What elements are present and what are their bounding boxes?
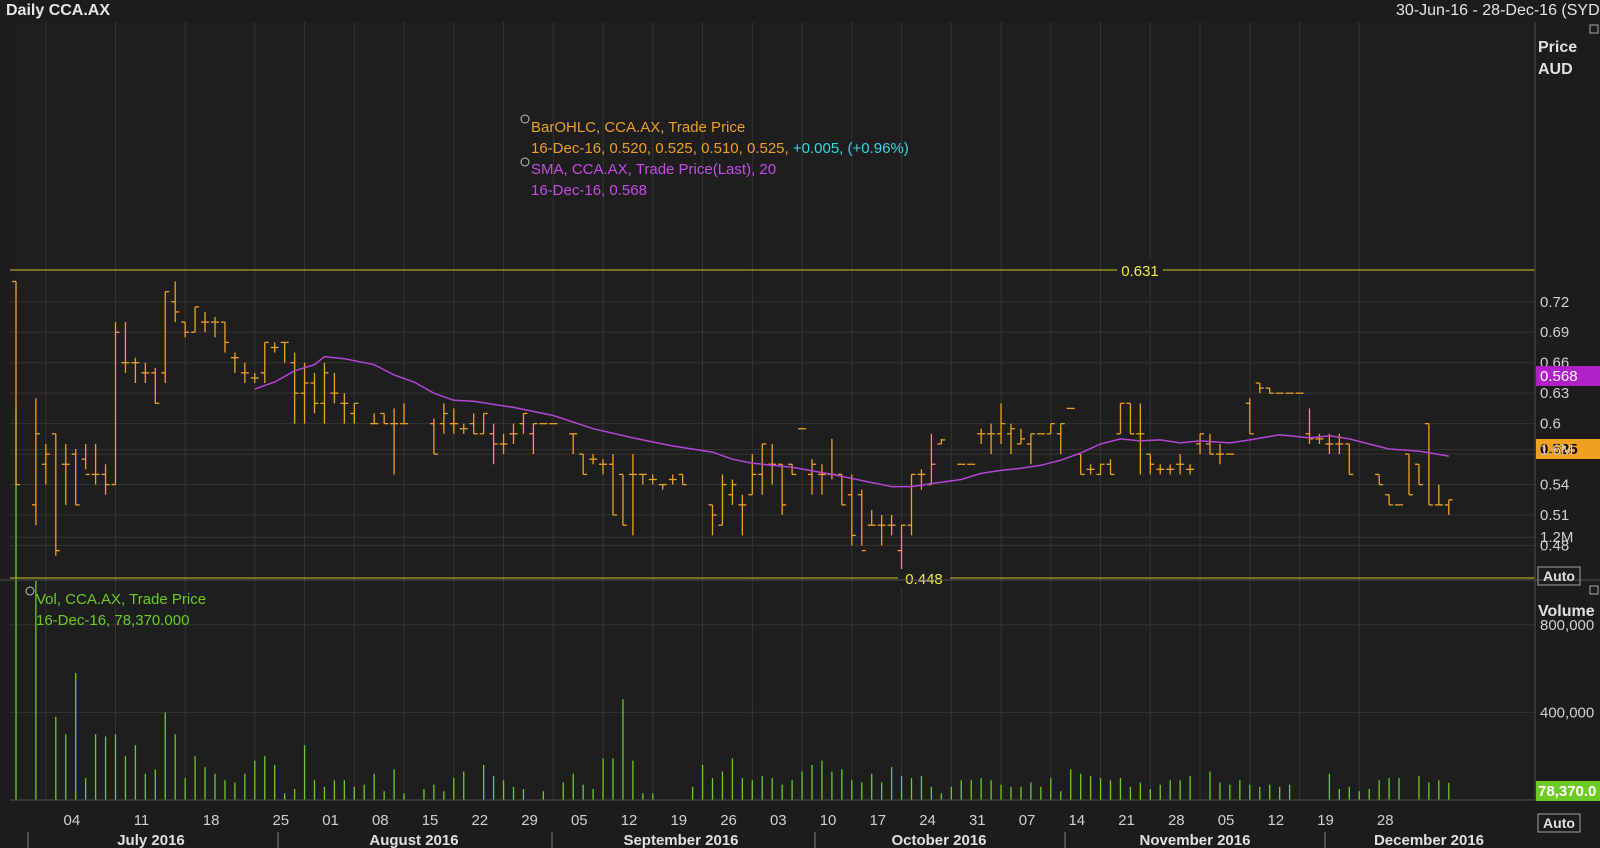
day-tick-label: 26 bbox=[720, 812, 737, 829]
day-tick-label: 28 bbox=[1168, 812, 1185, 829]
date-range: 30-Jun-16 - 28-Dec-16 (SYD bbox=[1396, 2, 1600, 19]
price-tick-label: 0.72 bbox=[1540, 294, 1569, 311]
day-tick-label: 21 bbox=[1118, 812, 1135, 829]
volume-legend-title: Vol, CCA.AX, Trade Price bbox=[36, 591, 207, 608]
day-tick-label: 11 bbox=[134, 812, 150, 829]
price-axis-title: Price bbox=[1538, 39, 1577, 56]
sma-line bbox=[254, 355, 1449, 488]
day-tick-label: 03 bbox=[770, 812, 787, 829]
day-tick-label: 19 bbox=[670, 812, 687, 829]
price-tick-label: 0.69 bbox=[1540, 324, 1569, 341]
price-tick-label: 0.48 bbox=[1540, 538, 1569, 555]
last-volume-label: 78,370.0 bbox=[1538, 783, 1596, 800]
last-volume-tag bbox=[1536, 781, 1600, 801]
high-reference-label: 0.631 bbox=[1121, 263, 1159, 280]
price-tick-label: 0.51 bbox=[1540, 507, 1569, 524]
volume-tick-label: 1.6M bbox=[1540, 442, 1573, 459]
sma-legend-title: SMA, CCA.AX, Trade Price(Last), 20 bbox=[531, 161, 777, 178]
vol-legend-handle-icon[interactable] bbox=[25, 586, 35, 596]
day-tick-label: 19 bbox=[1317, 812, 1334, 829]
month-label: November 2016 bbox=[1140, 832, 1251, 848]
price-auto-button[interactable] bbox=[1537, 566, 1581, 586]
month-label: September 2016 bbox=[623, 832, 738, 848]
ohlc-bars bbox=[12, 280, 1453, 578]
day-tick-label: 14 bbox=[1068, 812, 1085, 829]
day-tick-label: 12 bbox=[1267, 812, 1284, 829]
price-axis-unit: AUD bbox=[1538, 61, 1573, 78]
price-auto-label[interactable]: Auto bbox=[1543, 568, 1575, 584]
volume-auto-label[interactable]: Auto bbox=[1543, 815, 1575, 831]
month-label: August 2016 bbox=[369, 832, 458, 848]
sma-legend-handle-icon[interactable] bbox=[520, 157, 530, 167]
last-price-label: 0.525 bbox=[1540, 441, 1578, 458]
bar-legend-change: +0.005, (+0.96%) bbox=[792, 140, 909, 157]
volume-panel-toggle-icon[interactable] bbox=[1589, 585, 1599, 595]
month-label: December 2016 bbox=[1374, 832, 1484, 848]
volume-legend[interactable]: Vol, CCA.AX, Trade Price 16-Dec-16, 78,3… bbox=[36, 589, 206, 631]
day-tick-label: 18 bbox=[203, 812, 220, 829]
day-tick-label: 12 bbox=[621, 812, 638, 829]
price-tick-label: 0.54 bbox=[1540, 477, 1569, 494]
chart-title: Daily CCA.AX bbox=[6, 2, 111, 19]
day-tick-label: 15 bbox=[422, 812, 439, 829]
day-tick-label: 01 bbox=[322, 812, 339, 829]
day-tick-label: 05 bbox=[571, 812, 588, 829]
day-tick-label: 31 bbox=[969, 812, 986, 829]
bar-legend-values: 16-Dec-16, 0.520, 0.525, 0.510, 0.525, bbox=[531, 140, 789, 157]
x-axis-day-labels: 04 11 18 25 01 08 15 22 29 05 12 19 26 03 10 17 24 31 07 14… bbox=[64, 812, 1394, 829]
day-tick-label: 29 bbox=[521, 812, 538, 829]
bar-legend-values-row: 16-Dec-16, 0.520, 0.525, 0.510, 0.525, +… bbox=[531, 138, 909, 159]
month-label: July 2016 bbox=[117, 832, 185, 848]
volume-tick-label: 400,000 bbox=[1540, 704, 1594, 721]
day-tick-label: 17 bbox=[869, 812, 886, 829]
price-panel-toggle-icon[interactable] bbox=[1589, 24, 1599, 34]
volume-bars bbox=[15, 405, 1450, 800]
volume-auto-button[interactable] bbox=[1537, 813, 1581, 833]
volume-axis-title: Volume bbox=[1538, 603, 1595, 620]
day-tick-label: 24 bbox=[919, 812, 936, 829]
bar-legend-title: BarOHLC, CCA.AX, Trade Price bbox=[531, 119, 746, 136]
last-price-tag bbox=[1536, 439, 1600, 459]
volume-axis-ticks: 1.6M 1.2M 800,000 400,000 bbox=[1540, 442, 1594, 722]
price-tick-label: 0.63 bbox=[1540, 385, 1569, 402]
month-label: October 2016 bbox=[891, 832, 986, 848]
volume-tick-label: 800,000 bbox=[1540, 617, 1594, 634]
bar-legend[interactable]: BarOHLC, CCA.AX, Trade Price 16-Dec-16, … bbox=[531, 117, 909, 201]
sma-value-label: 0.568 bbox=[1540, 368, 1578, 385]
volume-tick-label: 1.2M bbox=[1540, 529, 1573, 546]
day-tick-label: 22 bbox=[471, 812, 488, 829]
bar-legend-handle-icon[interactable] bbox=[520, 114, 530, 124]
day-tick-label: 28 bbox=[1377, 812, 1394, 829]
sma-legend-values: 16-Dec-16, 0.568 bbox=[531, 182, 647, 199]
volume-legend-values: 16-Dec-16, 78,370.000 bbox=[36, 612, 190, 629]
day-tick-label: 07 bbox=[1019, 812, 1036, 829]
price-tick-label: 0.6 bbox=[1540, 416, 1561, 433]
day-tick-label: 25 bbox=[272, 812, 289, 829]
sma-value-tag bbox=[1536, 366, 1600, 386]
x-axis-month-labels: July 2016 August 2016 September 2016 Octobe… bbox=[27, 832, 1484, 848]
day-tick-label: 10 bbox=[820, 812, 837, 829]
day-tick-label: 04 bbox=[64, 812, 81, 829]
day-tick-label: 08 bbox=[372, 812, 389, 829]
day-tick-label: 05 bbox=[1218, 812, 1235, 829]
